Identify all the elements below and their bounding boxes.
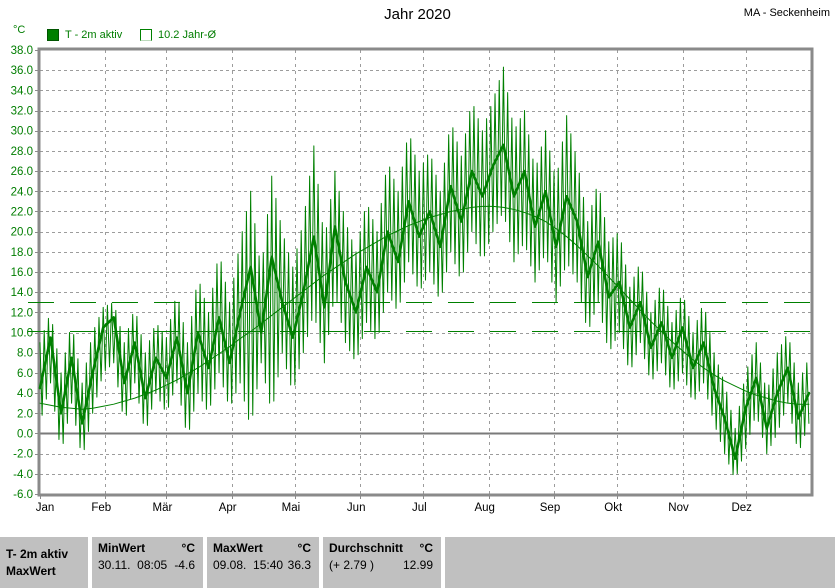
minwert-unit: °C: [181, 541, 195, 555]
y-axis-label: 0.0: [17, 428, 33, 440]
x-axis-label: Jan: [36, 502, 55, 514]
y-axis-label: 34.0: [11, 85, 33, 97]
series-t2m-mean: [38, 143, 811, 460]
y-axis-label: 20.0: [11, 227, 33, 239]
minwert-value: -4.6: [174, 558, 195, 572]
outline-square-icon: [140, 28, 152, 41]
x-axis-label: Dez: [731, 502, 752, 514]
station-name: MA - Seckenheim: [743, 7, 830, 19]
y-axis-label: 18.0: [11, 247, 33, 259]
durchschnitt-header: Durchschnitt: [329, 541, 404, 555]
stats-bar: T- 2m aktiv MaxWert MinWert °C 30.11. 08…: [0, 537, 835, 588]
y-axis-label: 28.0: [11, 146, 33, 158]
divider: [441, 537, 445, 588]
legend-label-10yr-avg: 10.2 Jahr-Ø: [158, 28, 217, 41]
x-axis-label: Mai: [282, 502, 301, 514]
divider: [203, 537, 207, 588]
y-axis-label: 26.0: [11, 166, 33, 178]
legend-item-t2m: T - 2m aktiv: [47, 28, 122, 41]
stats-curve-label: MaxWert: [6, 564, 56, 578]
divider: [88, 537, 92, 588]
y-axis-unit-label: °C: [13, 24, 26, 36]
maxwert-value: 36.3: [287, 558, 311, 572]
y-axis-label: 24.0: [11, 186, 33, 198]
x-axis-label: Jun: [347, 502, 366, 514]
y-axis-label: 16.0: [11, 267, 33, 279]
legend-item-10yr-avg: 10.2 Jahr-Ø: [140, 28, 216, 41]
plot-frame: [37, 47, 814, 497]
maxwert-header: MaxWert: [213, 541, 263, 555]
maxwert-unit: °C: [297, 541, 311, 555]
y-axis-label: 22.0: [11, 206, 33, 218]
minwert-header: MinWert: [98, 541, 146, 555]
maxwert-timestamp: 09.08. 15:40: [213, 558, 284, 572]
filled-square-icon: [47, 28, 59, 41]
x-axis-label: Feb: [91, 502, 111, 514]
y-axis-label: 30.0: [11, 126, 33, 138]
x-axis-label: Apr: [219, 502, 237, 514]
y-axis-label: 2.0: [17, 408, 33, 420]
x-axis-label: Nov: [668, 502, 689, 514]
y-axis-label: -4.0: [13, 469, 33, 481]
y-axis-label: 8.0: [17, 348, 33, 360]
x-axis-label: Mär: [152, 502, 172, 514]
y-axis-label: 4.0: [17, 388, 33, 400]
legend-label-t2m: T - 2m aktiv: [65, 28, 123, 41]
stats-cell-maxwert: MaxWert °C 09.08. 15:40 36.3: [207, 537, 319, 588]
durchschnitt-anomaly: (+ 2.79 ): [329, 558, 375, 572]
durchschnitt-value: 12.99: [402, 558, 433, 572]
page-title: Jahr 2020: [384, 6, 451, 23]
x-axis-label: Sep: [540, 502, 560, 514]
y-axis-label: 36.0: [11, 65, 33, 77]
divider: [319, 537, 323, 588]
x-axis-label: Aug: [474, 502, 494, 514]
y-axis-label: -2.0: [13, 449, 33, 461]
temperature-chart: -6.0 -4.0 -2.0 0.0 2.0 4.0 6.0 8.0 10.0 12.0 14.0 1…: [11, 45, 814, 514]
y-axis-label: 12.0: [11, 307, 33, 319]
y-axis-label: 32.0: [11, 106, 33, 118]
y-axis-label: 14.0: [11, 287, 33, 299]
x-axis-label: Jul: [412, 502, 427, 514]
x-axis-label: Okt: [604, 502, 623, 514]
stats-cell-minwert: MinWert °C 30.11. 08:05 -4.6: [92, 537, 203, 588]
y-axis-label: 38.0: [11, 45, 33, 57]
y-axis-label: 6.0: [17, 368, 33, 380]
y-axis-label: 10.0: [11, 328, 33, 340]
y-axis-label: -6.0: [13, 489, 33, 501]
stats-row-label: T- 2m aktiv MaxWert: [0, 537, 88, 588]
stats-cell-durchschnitt: Durchschnitt °C (+ 2.79 ) 12.99: [323, 537, 441, 588]
stats-series-label: T- 2m aktiv: [6, 547, 69, 561]
durchschnitt-unit: °C: [419, 541, 433, 555]
minwert-timestamp: 30.11. 08:05: [98, 558, 168, 572]
